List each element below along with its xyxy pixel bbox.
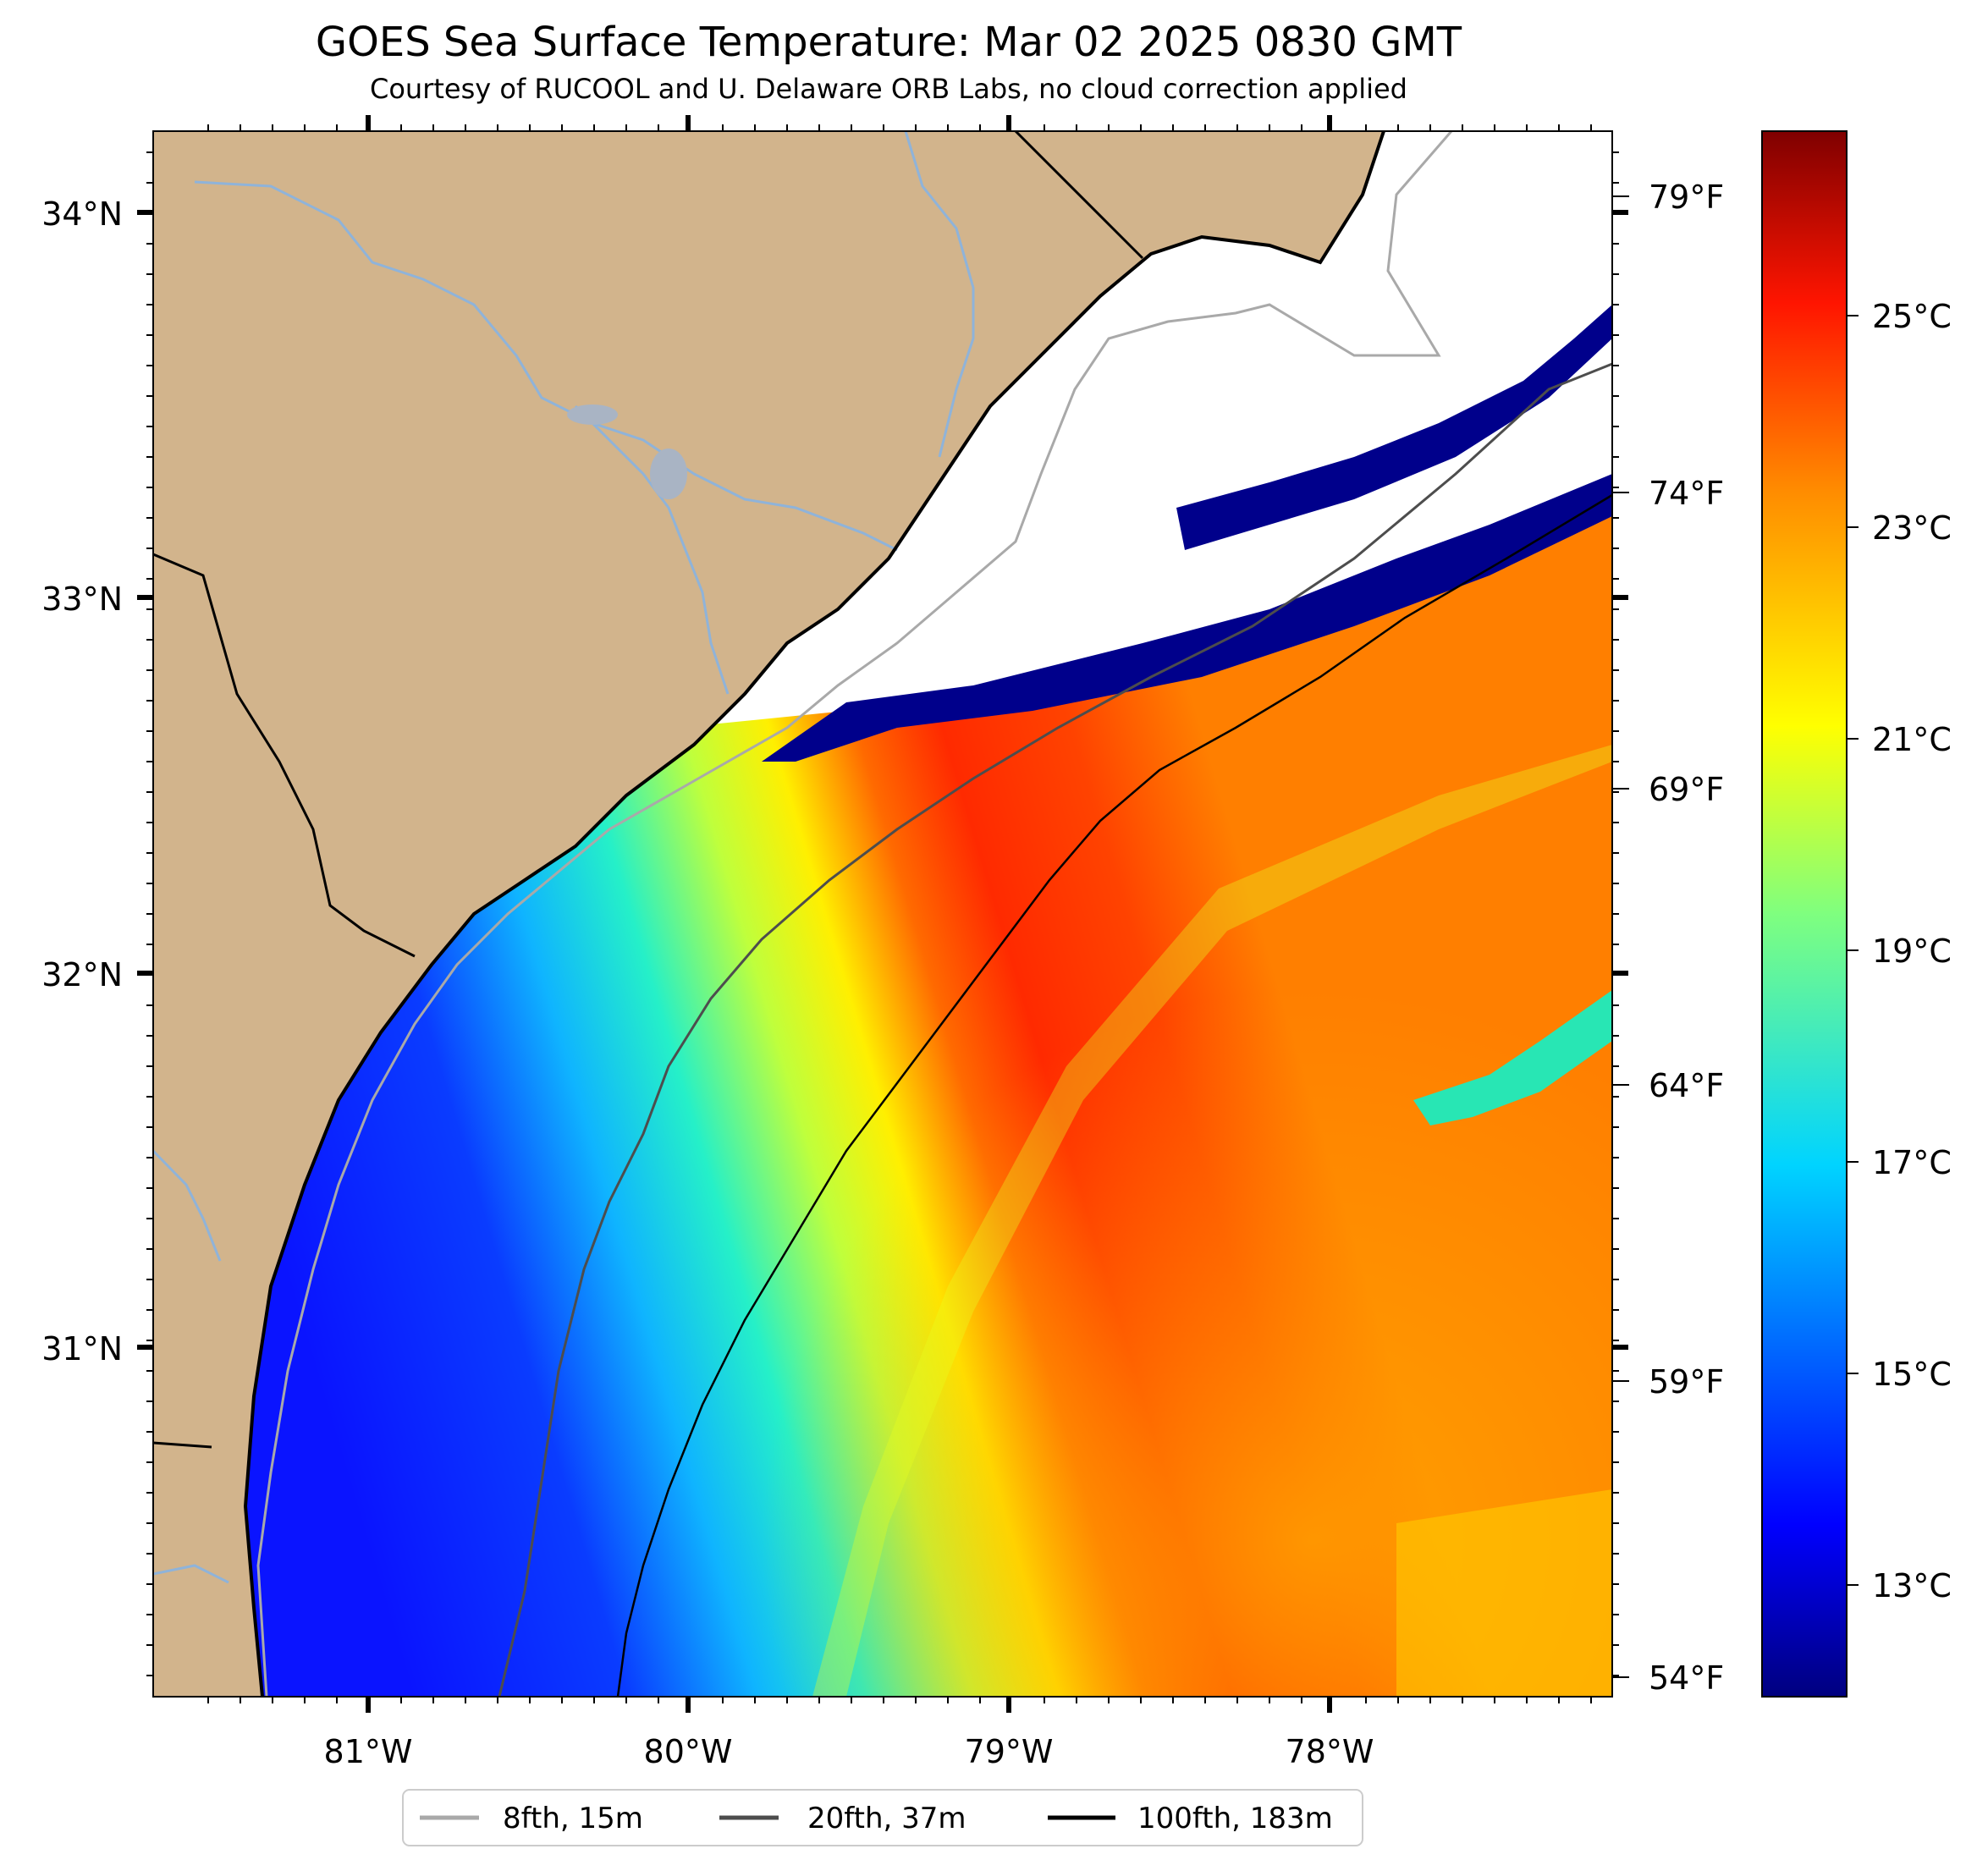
figure-title: GOES Sea Surface Temperature: Mar 02 202… [315,19,1462,66]
fahrenheit-tick-label: 69°F [1649,771,1724,808]
river-waccamaw [904,131,975,458]
map-ticks [137,115,1629,1713]
river-altamaha [153,1564,229,1584]
cold-band-south [762,474,1612,762]
river-pee-dee [194,180,898,552]
colorbar-tick-label: 17°C [1872,1144,1952,1181]
lon-tick-label: 81°W [324,1733,413,1770]
lat-tick-label: 33°N [41,581,123,618]
fahrenheit-tick-label: 74°F [1649,475,1724,512]
legend-label: 100fth, 183m [1137,1802,1333,1835]
colorbar-tick-label: 19°C [1872,933,1952,970]
fahrenheit-tick-label: 64°F [1649,1067,1724,1104]
cold-band-north [1176,305,1612,550]
legend [402,1789,1363,1846]
colorbar-tick-label: 25°C [1872,298,1952,335]
colorbar-ticks [1847,315,1859,1586]
lon-tick-label: 80°W [644,1733,733,1770]
land-mass [153,131,1384,1697]
fahrenheit-tick-label: 79°F [1649,179,1724,216]
isobath-100fth [616,493,1612,1697]
isobath-8fth [256,131,1453,1697]
legend-label: 20fth, 37m [807,1802,966,1835]
lake-marion [650,448,687,499]
coastline [243,131,1385,1697]
state-border-ga-fl [153,1441,212,1449]
colorbar [1761,130,1848,1698]
lat-tick-label: 32°N [41,956,123,993]
figure-subtitle: Courtesy of RUCOOL and U. Delaware ORB L… [370,73,1407,105]
colorbar-tick-label: 13°C [1872,1567,1952,1604]
fahrenheit-tick-label: 54°F [1649,1659,1724,1697]
colorbar-tick-label: 21°C [1872,721,1952,758]
colorbar-tick-label: 15°C [1872,1356,1952,1393]
state-border-nc-sc [1014,131,1144,260]
sst-shelf-break-band [812,745,1612,1697]
lat-tick-label: 31°N [41,1330,123,1367]
sst-map [153,131,1612,1697]
lon-tick-label: 79°W [965,1733,1054,1770]
sst-cool-patch [1413,990,1612,1125]
legend-label: 8fth, 15m [503,1802,643,1835]
colorbar-tick-label: 23°C [1872,509,1952,547]
lake-moultrie [567,404,618,425]
sst-warm-patch [1396,1489,1612,1697]
river-santee [574,404,730,695]
lat-tick-label: 34°N [41,195,123,233]
fahrenheit-tick-label: 59°F [1649,1363,1724,1400]
state-border-sc-ga [153,553,416,958]
isobath-20fth [498,362,1612,1697]
lon-tick-label: 78°W [1286,1733,1374,1770]
river-savannah [153,1149,222,1262]
